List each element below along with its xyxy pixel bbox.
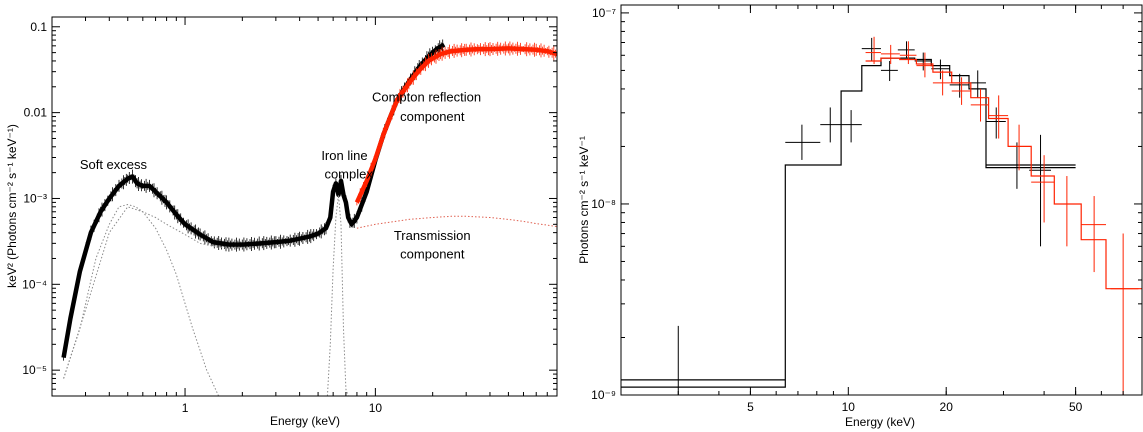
- y-tick-label: 10⁻⁵: [22, 363, 47, 377]
- y-tick-label: 10⁻³: [23, 191, 47, 205]
- red-data-point: [880, 44, 900, 65]
- spectrum-noise: [356, 41, 556, 206]
- left-y-axis-label: keV² (Photons cm⁻² s⁻¹ keV⁻¹): [5, 124, 19, 288]
- red-spectrum-band: [354, 46, 557, 204]
- annotation-label: complex: [324, 167, 373, 182]
- red-data-point: [988, 95, 1009, 139]
- red-data-point: [1031, 155, 1055, 223]
- annotation-label: component: [400, 246, 465, 261]
- right-spectrum-panel: 5 10 20 50 10⁻⁷ 10⁻⁸ 10⁻⁹ Energy (keV) Photons…: [577, 4, 1143, 429]
- x-tick-label: 20: [940, 400, 954, 414]
- annotation-label: Compton reflection: [372, 89, 481, 104]
- black-model-step: [621, 57, 1076, 388]
- y-tick-label: 10⁻⁷: [592, 6, 616, 20]
- y-tick-label: 0.1: [30, 20, 47, 34]
- annotation-label: Transmission: [394, 228, 471, 243]
- x-tick-label: 10: [842, 400, 856, 414]
- right-x-axis-label: Energy (keV): [845, 415, 915, 429]
- left-spectrum-panel: 1 10 0.1 0.01 10⁻³ 10⁻⁴ 10⁻⁵ Soft excess Iron l…: [5, 16, 558, 428]
- black-data-point: [785, 124, 821, 160]
- model-component-curve: [63, 206, 243, 379]
- y-tick-label: 10⁻⁴: [22, 277, 47, 291]
- model-component-curve: [326, 194, 349, 396]
- black-data-point: [880, 61, 898, 82]
- right-plot-frame: [620, 4, 1143, 396]
- y-tick-label: 10⁻⁹: [591, 388, 616, 402]
- left-plot-frame: [51, 16, 558, 397]
- red-data-point: [1008, 124, 1032, 171]
- red-data-point: [970, 88, 989, 122]
- black-data-point: [1029, 134, 1051, 247]
- x-tick-label: 50: [1069, 400, 1083, 414]
- black-data-point: [968, 70, 986, 98]
- left-axis-ticks: 1 10 0.1 0.01 10⁻³ 10⁻⁴ 10⁻⁵: [22, 17, 558, 415]
- y-tick-label: 10⁻⁸: [591, 197, 616, 211]
- red-data-point: [1081, 196, 1107, 273]
- annotation-label: component: [400, 109, 465, 124]
- right-y-axis-label: Photons cm⁻² s⁻¹ keV⁻¹: [577, 136, 591, 264]
- red-data-point: [1054, 176, 1082, 247]
- spectrum-noise: [63, 39, 444, 361]
- y-tick-label: 0.01: [24, 106, 48, 120]
- black-data-point: [949, 73, 969, 98]
- right-plot-area: [621, 36, 1142, 395]
- red-data-point: [1110, 233, 1139, 395]
- model-component-curve: [63, 203, 220, 396]
- red-model-step: [865, 57, 1142, 290]
- black-data-point: [1005, 142, 1030, 189]
- annotation-label: Iron line: [321, 148, 367, 163]
- x-tick-label: 5: [747, 400, 754, 414]
- left-plot-area: [61, 39, 557, 396]
- black-data-point: [820, 107, 842, 143]
- red-data-point: [899, 41, 917, 65]
- left-x-axis-label: Energy (keV): [270, 414, 340, 428]
- black-data-point: [861, 37, 881, 62]
- x-tick-label: 10: [369, 401, 383, 415]
- red-data-point: [916, 52, 933, 78]
- annotation-label: Soft excess: [80, 157, 148, 172]
- x-tick-label: 1: [182, 401, 189, 415]
- red-data-point: [865, 36, 881, 65]
- red-data-point: [932, 70, 952, 96]
- right-axis-ticks: 5 10 20 50 10⁻⁷ 10⁻⁸ 10⁻⁹: [591, 5, 1143, 414]
- red-data-point: [951, 77, 971, 105]
- black-data-point: [841, 110, 862, 143]
- black-data-point: [985, 107, 1006, 139]
- model-component-curve: [356, 215, 557, 229]
- left-annotations: Soft excess Iron line complex Compton refle…: [80, 89, 481, 261]
- black-data-point: [914, 52, 932, 71]
- black-data-point: [931, 59, 950, 80]
